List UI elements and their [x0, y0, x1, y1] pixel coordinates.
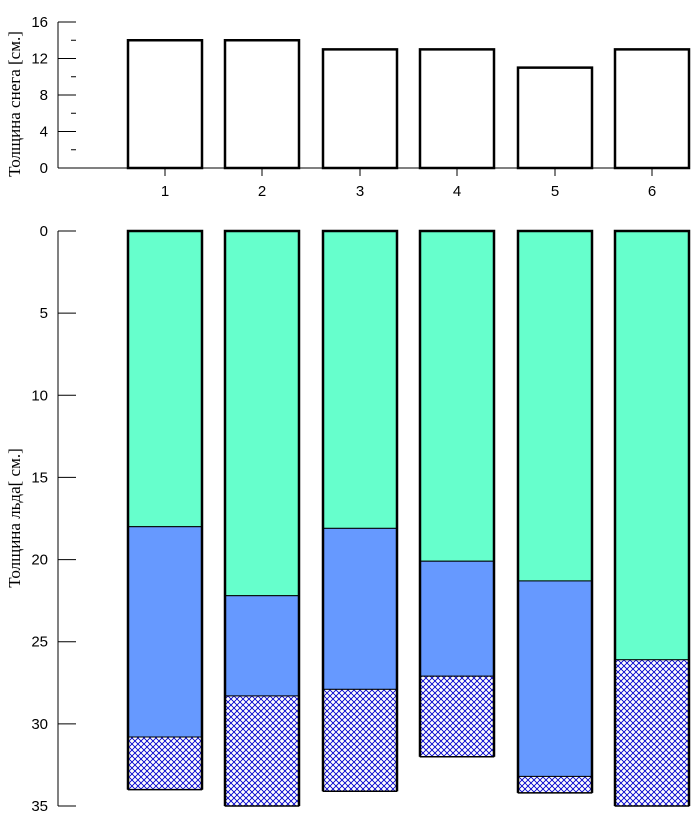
ice-y-tick-label: 10 [31, 387, 48, 404]
snow-bar [418, 48, 496, 170]
ice-segment-bottom-hatched [224, 695, 300, 807]
snow-bar [613, 48, 691, 170]
ice-segment-bottom-hatched [322, 688, 398, 792]
ice-y-tick-label: 0 [40, 223, 48, 240]
snow-bar [126, 39, 204, 170]
snow-x-tick-label: 2 [258, 183, 266, 200]
snow-x-tick-label: 3 [356, 183, 364, 200]
ice-column-outline [321, 229, 399, 792]
ice-segment-middle [322, 527, 398, 690]
snow-x-tick-label: 1 [161, 183, 169, 200]
ice-segment-middle [517, 580, 593, 777]
snow-y-tick-label: 4 [40, 124, 48, 141]
snow-bar [516, 66, 594, 170]
ice-segment-bottom-hatched [517, 775, 593, 794]
ice-column-outline [516, 229, 594, 793]
ice-segment-upper [224, 230, 300, 597]
snow-y-tick-label: 16 [31, 14, 48, 31]
snow-bar [223, 39, 301, 170]
snow-x-tick-label: 4 [453, 183, 461, 200]
ice-segment-bottom-hatched [127, 736, 203, 791]
ice-y-tick-label: 25 [31, 634, 48, 651]
ice-segment-bottom-hatched [614, 659, 690, 807]
ice-y-tick-label: 15 [31, 469, 48, 486]
ice-y-tick-label: 5 [40, 305, 48, 322]
ice-segment-middle [127, 526, 203, 738]
ice-segment-upper [419, 230, 495, 562]
ice-segment-middle [224, 595, 300, 697]
ice-y-tick-label: 35 [31, 798, 48, 815]
ice-y-tick-label: 30 [31, 716, 48, 733]
ice-segment-upper [614, 230, 690, 661]
ice-segment-bottom-hatched [419, 675, 495, 758]
ice-segment-upper [322, 230, 398, 529]
snow-y-axis-label: Толщина снега [см.] [5, 31, 24, 177]
snow-y-tick-label: 8 [40, 87, 48, 104]
ice-column-outline [223, 229, 301, 806]
ice-y-tick-label: 20 [31, 552, 48, 569]
snow-bar [321, 48, 399, 170]
ice-column-outline [126, 229, 204, 790]
ice-column-outline [613, 229, 691, 806]
snow-x-tick-label: 5 [551, 183, 559, 200]
ice-y-axis-label: Толщина льда[ см.] [5, 448, 24, 588]
ice-thickness-chart: Толщина льда[ см.] 0 5 10 15 20 25 30 35 [5, 223, 691, 815]
snow-y-tick-label: 0 [40, 160, 48, 177]
ice-segment-upper [517, 230, 593, 582]
snow-x-tick-label: 6 [648, 183, 656, 200]
ice-column-outline [418, 229, 496, 757]
ice-segment-middle [419, 560, 495, 677]
snow-y-tick-label: 12 [31, 51, 48, 68]
ice-segment-upper [127, 230, 203, 528]
